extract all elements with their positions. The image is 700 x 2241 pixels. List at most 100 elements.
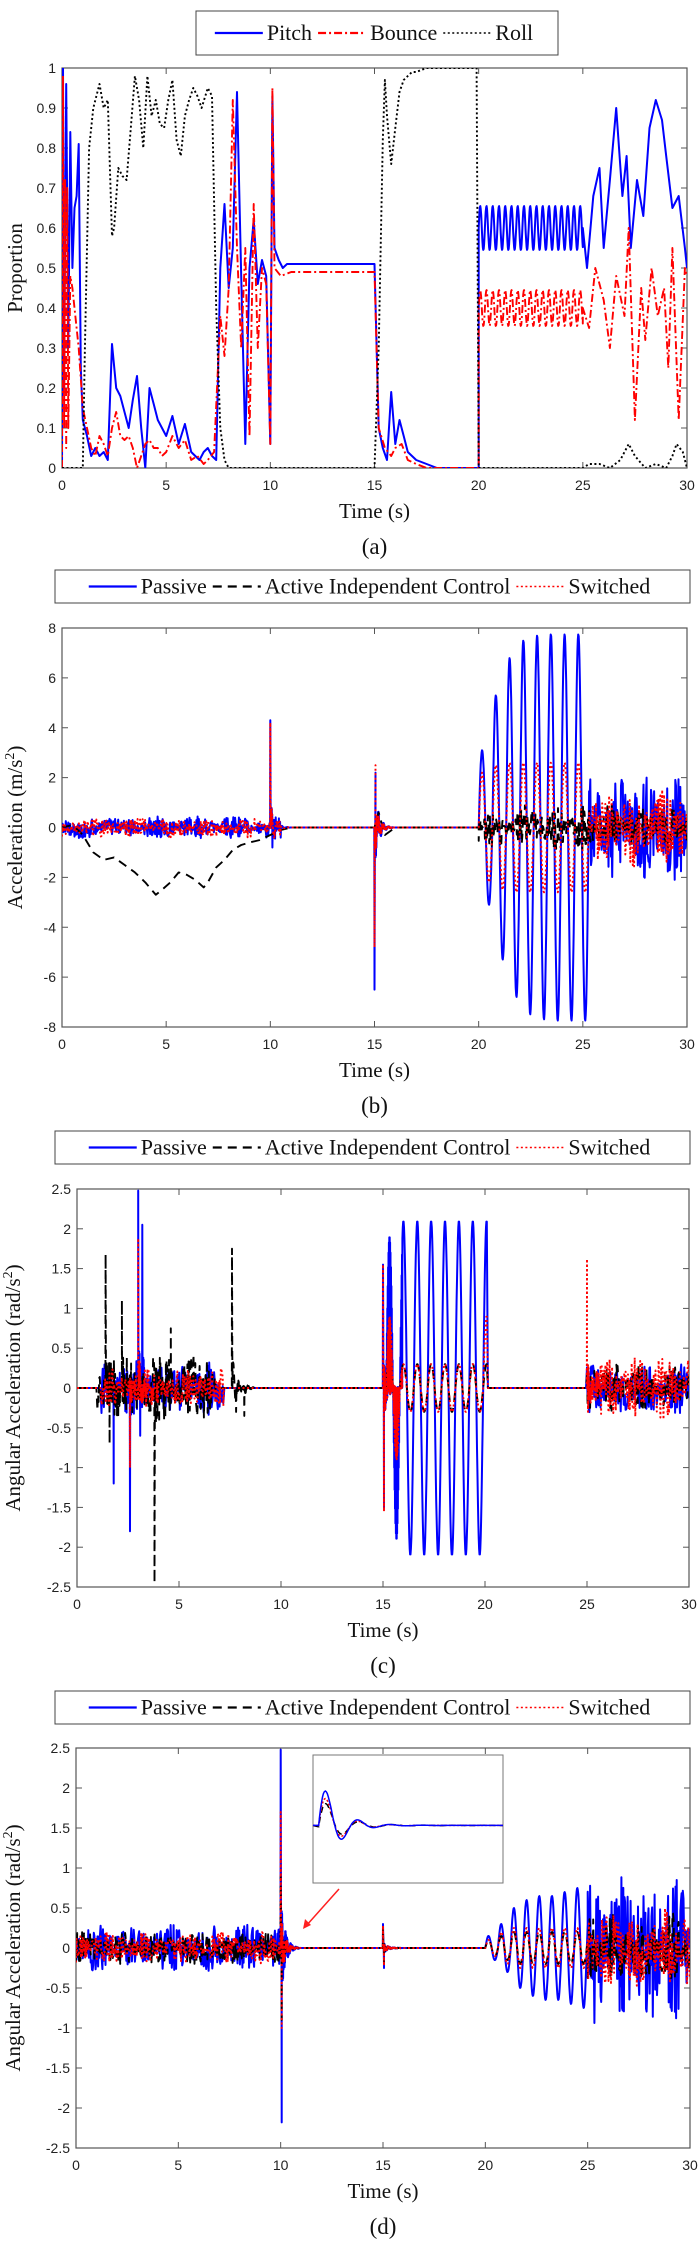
y-axis-label-main: Angular Acceleration (rad/s: [1, 1838, 25, 2071]
inset-arrow: [305, 1888, 340, 1927]
legend-label: Active Independent Control: [265, 1135, 511, 1160]
legend-label: Roll: [495, 20, 533, 45]
x-tick-label: 10: [273, 1596, 289, 1612]
x-axis-label: Time (s): [348, 1618, 419, 1642]
y-tick-label: 0.9: [37, 100, 57, 116]
y-axis-label-sup: 2: [1, 1831, 16, 1838]
y-tick-label: 2: [62, 1780, 70, 1796]
y-tick-label: 0: [63, 1380, 71, 1396]
y-axis-label-main: Angular Acceleration (rad/s: [1, 1278, 25, 1511]
y-tick-label: 0: [48, 460, 56, 476]
legend-label: Bounce: [370, 20, 437, 45]
series-group: [62, 633, 687, 1022]
legend-label: Switched: [568, 1135, 650, 1160]
y-tick-label: -2: [58, 2100, 71, 2116]
y-tick-label: 0: [48, 820, 56, 836]
y-axis-label-end: ): [1, 1824, 25, 1831]
y-tick-label: -6: [44, 969, 57, 985]
x-tick-label: 0: [58, 1036, 66, 1052]
panel-label: (a): [362, 534, 388, 559]
legend-box: [54, 1130, 691, 1165]
series-group: [76, 1748, 690, 2124]
legend-b: Passive Active Independent Control Switche…: [54, 569, 691, 604]
arrow-head-icon: [303, 1919, 311, 1929]
series-switched: [62, 721, 687, 949]
x-tick-label: 0: [58, 477, 66, 493]
y-axis-label: Angular Acceleration (rad/s2): [1, 1264, 25, 1511]
y-axis-label-end: ): [3, 746, 27, 753]
x-tick-label: 10: [263, 1036, 279, 1052]
series-roll: [62, 68, 687, 468]
y-axis-label-sup: 2: [3, 753, 18, 760]
y-tick-label: -8: [44, 1019, 57, 1035]
legend-c: Passive Active Independent Control Switche…: [54, 1130, 691, 1165]
series-switched: [77, 1237, 689, 1513]
y-tick-label: 1: [48, 60, 56, 76]
x-tick-label: 5: [162, 1036, 170, 1052]
x-tick-label: 15: [375, 1596, 391, 1612]
y-tick-label: 1.5: [51, 1820, 71, 1836]
y-tick-label: 2: [63, 1221, 71, 1237]
inset-series: [313, 1790, 503, 1840]
legend-box: [54, 1690, 691, 1725]
y-tick-label: 0.4: [37, 300, 57, 316]
x-tick-label: 20: [471, 1036, 487, 1052]
y-tick-label: -1: [59, 1460, 72, 1476]
panel-d: Passive Active Independent Control Switche…: [1, 1690, 698, 2239]
legend-label: Active Independent Control: [265, 574, 511, 599]
y-tick-label: 0.5: [52, 1340, 72, 1356]
y-axis-label: Angular Acceleration (rad/s2): [1, 1824, 25, 2071]
series-pitch: [62, 68, 687, 468]
y-tick-label: -0.5: [47, 1420, 71, 1436]
y-tick-label: 0.5: [37, 260, 57, 276]
y-tick-label: -2: [59, 1539, 72, 1555]
series-bounce: [62, 75, 687, 468]
x-tick-label: 20: [471, 477, 487, 493]
x-axis-label: Time (s): [348, 2179, 419, 2203]
legend-label: Switched: [568, 1695, 650, 1720]
y-tick-label: 0.1: [37, 420, 57, 436]
x-tick-label: 0: [73, 1596, 81, 1612]
legend-label: Active Independent Control: [265, 1695, 511, 1720]
y-tick-label: -1.5: [46, 2060, 70, 2076]
x-axis-label: Time (s): [339, 499, 410, 523]
y-axis-label-main: Proportion: [3, 223, 27, 313]
y-tick-label: 4: [48, 720, 56, 736]
y-tick-label: 2.5: [52, 1181, 72, 1197]
y-tick-label: 2.5: [51, 1740, 71, 1756]
series-switched: [76, 1811, 690, 2029]
y-tick-label: -2.5: [47, 1579, 71, 1595]
y-tick-label: 8: [48, 620, 56, 636]
panel-label: (b): [361, 1093, 388, 1118]
legend-box: [54, 569, 691, 604]
x-tick-label: 25: [575, 1036, 591, 1052]
legend-label: Passive: [141, 1695, 207, 1720]
y-axis-label-main: Acceleration (m/s: [3, 760, 27, 910]
y-tick-label: 1: [62, 1860, 70, 1876]
panel-label: (d): [370, 2214, 397, 2239]
legend-label: Passive: [141, 1135, 207, 1160]
y-tick-label: -4: [44, 919, 57, 935]
y-axis-label-sup: 2: [1, 1271, 16, 1278]
y-tick-label: -1: [58, 2020, 71, 2036]
x-tick-label: 5: [175, 1596, 183, 1612]
series-group: [77, 1189, 689, 1584]
y-tick-label: -1.5: [47, 1499, 71, 1515]
inset-zoom: [303, 1754, 504, 1929]
panel-a: Pitch Bounce Roll 0 5 10 15 20 25 30 0 0.1 0.2 0.3 0.4…: [3, 10, 695, 559]
y-tick-label: 2: [48, 770, 56, 786]
y-tick-label: 0.5: [51, 1900, 71, 1916]
y-tick-label: -0.5: [46, 1980, 70, 1996]
x-tick-label: 15: [367, 1036, 383, 1052]
y-tick-label: 0: [62, 1940, 70, 1956]
x-tick-label: 10: [263, 477, 279, 493]
y-axis-label: Acceleration (m/s2): [3, 746, 27, 910]
y-axis-label: Proportion: [3, 223, 27, 313]
series-group: [62, 68, 687, 468]
x-tick-label: 25: [575, 477, 591, 493]
x-tick-label: 30: [679, 1036, 695, 1052]
y-tick-label: -2.5: [46, 2140, 70, 2156]
x-tick-label: 30: [679, 477, 695, 493]
panel-label: (c): [370, 1653, 396, 1678]
